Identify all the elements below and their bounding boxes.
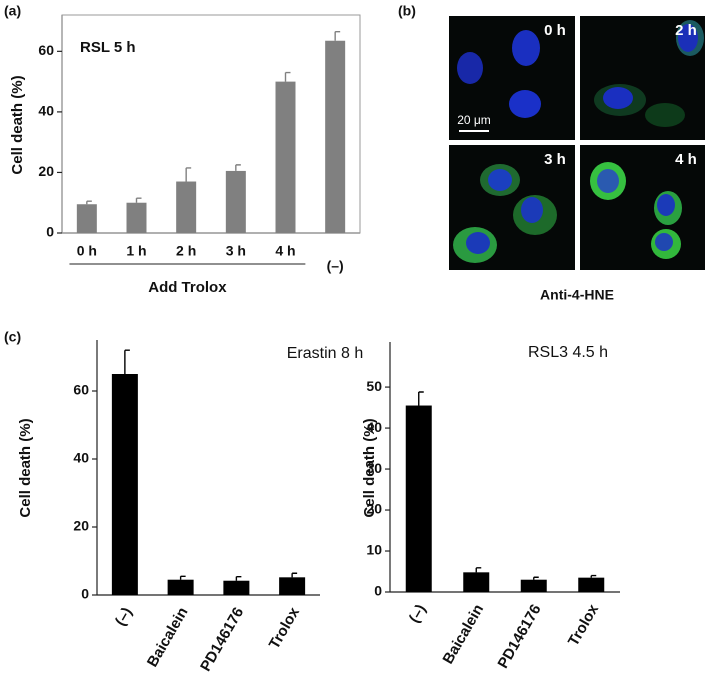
x-tick-label: PD146176 (494, 601, 544, 671)
error-bar (86, 200, 92, 205)
panel-label: (a) (4, 3, 21, 19)
y-tick-label: 20 (366, 501, 382, 517)
chart-title: RSL3 4.5 h (528, 344, 608, 361)
y-tick-label: 30 (366, 460, 382, 476)
error-bar (235, 575, 242, 581)
nucleus (488, 169, 512, 191)
nucleus (521, 197, 543, 223)
frame-label: 4 h (675, 151, 697, 168)
error-bar (590, 574, 597, 578)
bar (126, 202, 147, 233)
x-tick-label: 3 h (226, 243, 246, 259)
y-tick-label: 40 (73, 450, 89, 466)
bar (325, 40, 346, 233)
frame-label: 2 h (675, 22, 697, 39)
x-tick-label: (–) (327, 258, 344, 274)
x-tick-label: 0 h (77, 243, 97, 259)
x-tick-label: 4 h (275, 243, 295, 259)
error-bar (284, 71, 291, 82)
y-tick-label: 10 (366, 542, 382, 558)
nucleus (597, 169, 619, 193)
error-bar (235, 164, 241, 171)
y-axis-label: Cell death (%) (17, 418, 34, 517)
x-tick-label: 2 h (176, 243, 196, 259)
x-tick-label: (–) (406, 601, 430, 625)
x-tick-label: PD146176 (197, 604, 247, 674)
nucleus (509, 90, 541, 118)
x-tick-label: Trolox (266, 604, 304, 652)
cell (645, 103, 685, 127)
frame-label: 3 h (544, 151, 566, 168)
nucleus (457, 52, 483, 84)
chart-title: RSL 5 h (80, 39, 136, 56)
bar (279, 577, 306, 595)
error-bar (418, 391, 424, 406)
x-tick-label: Trolox (565, 601, 603, 649)
y-tick-label: 40 (366, 419, 382, 435)
caption: Anti-4-HNE (540, 287, 614, 303)
y-tick-label: 0 (374, 583, 382, 599)
chart-title: Erastin 8 h (287, 345, 363, 362)
nucleus (603, 87, 633, 109)
group-label: Add Trolox (148, 279, 227, 296)
y-tick-label: 40 (38, 103, 54, 119)
error-bar (291, 572, 298, 578)
bar (275, 81, 296, 233)
nucleus (466, 232, 490, 254)
micrograph: 20 μm 0 h 2 h 3 h 4 h Anti-4-HNE (449, 16, 705, 303)
panel-label: (b) (398, 3, 416, 19)
bar (520, 579, 547, 592)
bar (463, 572, 490, 592)
error-bar (135, 197, 142, 203)
y-axis-label: Cell death (%) (9, 75, 26, 174)
error-bar (179, 575, 186, 580)
error-bar (334, 30, 341, 41)
y-tick-label: 60 (73, 382, 89, 398)
x-tick-label: Baicalein (144, 604, 192, 670)
error-bar (533, 576, 539, 580)
x-tick-label: Baicalein (439, 601, 487, 667)
scale-bar-label: 20 μm (457, 113, 491, 127)
plot-frame (61, 14, 361, 234)
bar (223, 580, 250, 595)
x-tick-label: 1 h (126, 243, 146, 259)
bar (405, 405, 432, 592)
nucleus (512, 30, 540, 66)
error-bar (475, 567, 482, 573)
y-tick-label: 20 (38, 163, 54, 179)
bar (167, 579, 194, 595)
bar (111, 374, 138, 595)
error-bar (185, 167, 192, 182)
y-tick-label: 0 (81, 586, 89, 602)
y-tick-label: 0 (46, 224, 54, 240)
nucleus (655, 233, 673, 251)
bar (225, 170, 246, 233)
bar (578, 577, 605, 592)
y-tick-label: 60 (38, 42, 54, 58)
y-axis-label: Cell death (%) (361, 418, 378, 517)
frame-label: 0 h (544, 22, 566, 39)
y-tick-label: 50 (366, 378, 382, 394)
y-tick-label: 20 (73, 518, 89, 534)
nucleus (678, 24, 698, 52)
bar (176, 181, 197, 233)
bar (76, 204, 97, 233)
error-bar (124, 349, 130, 374)
x-tick-label: (–) (112, 604, 136, 628)
panel-label: (c) (4, 329, 21, 345)
nucleus (657, 194, 675, 216)
